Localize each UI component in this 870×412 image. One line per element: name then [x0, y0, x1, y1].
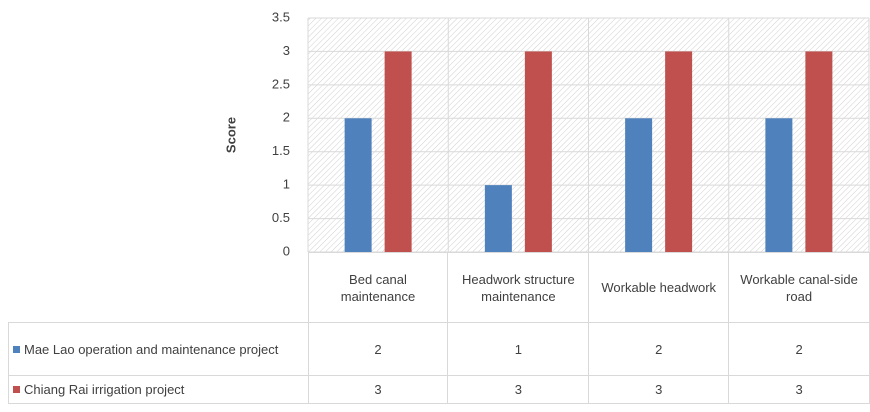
table-value: 3: [588, 375, 730, 404]
table-value: 2: [728, 322, 870, 376]
legend-key: [13, 345, 20, 353]
category-label: Workable canal-side road: [728, 252, 870, 323]
data-table: Bed canal maintenance Headwork structure …: [8, 252, 870, 404]
y-tick-label: 2.5: [272, 76, 290, 91]
legend-label: Mae Lao operation and maintenance projec…: [24, 341, 279, 357]
bar: [665, 51, 693, 252]
table-value: 3: [728, 375, 870, 404]
table-value: 2: [307, 322, 449, 376]
y-tick-label: 2: [283, 110, 290, 125]
legend-cell: Mae Lao operation and maintenance projec…: [8, 322, 309, 376]
bar: [625, 118, 653, 253]
bar: [524, 51, 552, 252]
table-value: 3: [447, 375, 590, 404]
table-value: 2: [588, 322, 730, 376]
y-tick-label: 0.5: [272, 210, 290, 225]
table-value: 3: [307, 375, 449, 404]
table-row: Mae Lao operation and maintenance projec…: [8, 322, 870, 376]
y-tick-label: 0: [283, 243, 290, 258]
table-value: 1: [447, 322, 590, 376]
bar: [805, 51, 833, 252]
legend-key: [13, 386, 20, 393]
legend-label: Chiang Rai irrigation project: [24, 382, 185, 397]
table-row: Chiang Rai irrigation project 3 3 3 3: [8, 375, 870, 404]
bar: [384, 51, 412, 252]
y-tick-label: 3.5: [272, 9, 290, 24]
y-tick-label: 1: [283, 177, 290, 192]
category-label: Workable headwork: [588, 252, 730, 323]
bar: [484, 185, 512, 252]
y-axis-label: Score: [223, 117, 238, 153]
bar: [765, 118, 793, 253]
y-tick-label: 3: [283, 43, 290, 58]
legend-cell: Chiang Rai irrigation project: [8, 375, 309, 404]
category-label: Headwork structure maintenance: [447, 252, 590, 323]
category-label: Bed canal maintenance: [307, 252, 449, 323]
bar: [344, 118, 372, 253]
blank-cell: [8, 252, 309, 323]
y-tick-label: 1.5: [272, 143, 290, 158]
